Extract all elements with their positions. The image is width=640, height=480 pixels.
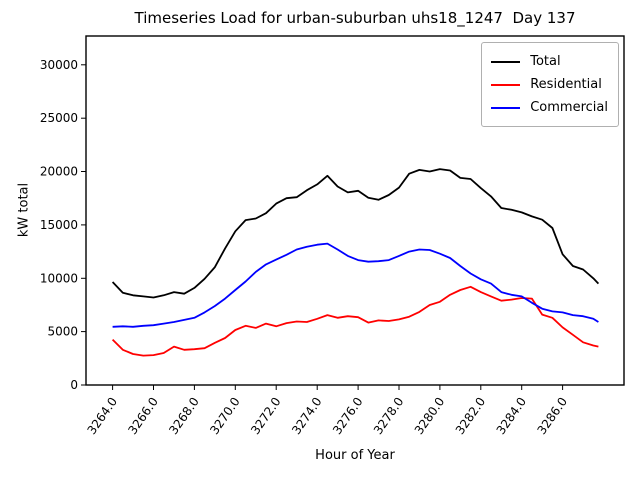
- legend-item-residential: Residential: [491, 73, 608, 96]
- x-tick-label: 3276.0: [330, 395, 366, 437]
- x-tick-label: 3270.0: [207, 395, 243, 437]
- x-tick-label: 3266.0: [125, 395, 161, 437]
- x-tick-label: 3284.0: [494, 395, 530, 437]
- legend-item-total: Total: [491, 50, 608, 73]
- legend-swatch-total: [491, 60, 521, 63]
- y-tick-label: 5000: [47, 325, 78, 339]
- legend-item-commercial: Commercial: [491, 96, 608, 119]
- x-tick-label: 3280.0: [412, 395, 448, 437]
- x-axis-label: Hour of Year: [315, 448, 395, 463]
- x-tick-label: 3264.0: [84, 395, 120, 437]
- legend: Total Residential Commercial: [481, 42, 619, 127]
- y-tick-label: 30000: [40, 58, 78, 72]
- y-tick-label: 15000: [40, 218, 78, 232]
- y-tick-label: 20000: [40, 165, 78, 179]
- legend-label: Residential: [530, 77, 602, 92]
- x-tick-label: 3272.0: [248, 395, 284, 437]
- legend-swatch-commercial: [491, 106, 521, 109]
- legend-label: Total: [530, 54, 561, 69]
- x-tick-label: 3282.0: [453, 395, 489, 437]
- legend-swatch-residential: [491, 83, 521, 86]
- y-axis-label: kW total: [16, 182, 32, 238]
- x-tick-label: 3278.0: [371, 395, 407, 437]
- y-tick-label: 10000: [40, 271, 78, 285]
- x-tick-label: 3268.0: [166, 395, 202, 437]
- legend-label: Commercial: [530, 100, 608, 115]
- y-tick-label: 25000: [40, 111, 78, 125]
- axes-frame: [85, 35, 625, 386]
- series-line-residential: [111, 285, 599, 357]
- x-tick-label: 3274.0: [289, 395, 325, 437]
- x-tick-label: 3286.0: [534, 395, 570, 437]
- chart-title: Timeseries Load for urban-suburban uhs18…: [134, 9, 576, 27]
- series-line-commercial: [112, 242, 599, 328]
- y-tick-label: 0: [70, 378, 78, 392]
- series-line-total: [111, 168, 600, 299]
